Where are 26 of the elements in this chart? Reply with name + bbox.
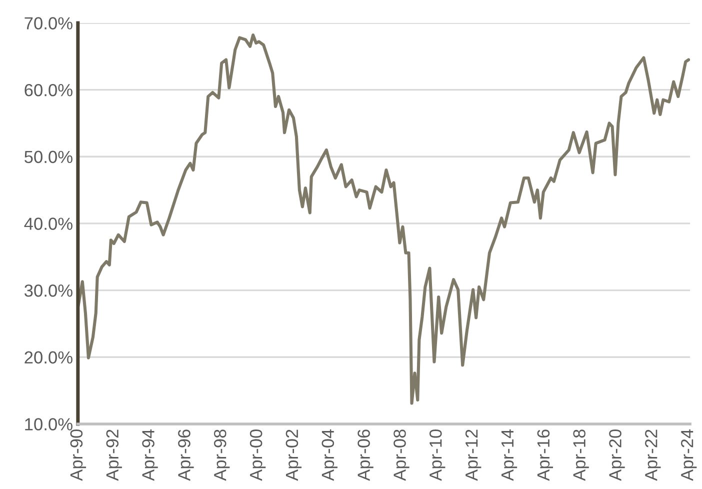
x-tick-label: Apr-18 (573, 430, 589, 481)
x-tick-label: Apr-10 (429, 430, 446, 481)
y-tick-label: 40.0% (24, 218, 72, 230)
y-tick-label: 30.0% (24, 284, 72, 297)
y-tick-label: 60.0% (24, 84, 72, 96)
x-tick-label: Apr-04 (322, 429, 338, 481)
x-tick-label: Apr-08 (394, 430, 410, 481)
x-tick-label: Apr-02 (286, 430, 302, 481)
x-tick-label: Apr-14 (502, 429, 518, 481)
x-tick-label: Apr-24 (680, 429, 697, 481)
x-tick-label: Apr-22 (645, 430, 661, 481)
x-tick-label: Apr-06 (358, 430, 374, 481)
y-tick-label: 20.0% (24, 351, 72, 364)
y-tick-label: 70.0% (24, 17, 72, 30)
y-tick-label: 10.0% (25, 418, 72, 430)
x-tick-label: Apr-94 (142, 429, 158, 481)
x-tick-label: Apr-12 (465, 430, 482, 481)
x-tick-label: Apr-96 (178, 430, 194, 481)
x-tick-label: Apr-16 (537, 430, 553, 481)
x-tick-label: Apr-90 (70, 430, 86, 481)
y-tick-label: 50.0% (24, 150, 72, 164)
x-tick-label: Apr-92 (106, 430, 122, 481)
x-tick-label: Apr-98 (214, 430, 230, 481)
line-series (78, 33, 690, 405)
x-tick-label: Apr-00 (250, 430, 266, 481)
x-tick-label: Apr-20 (609, 430, 625, 481)
